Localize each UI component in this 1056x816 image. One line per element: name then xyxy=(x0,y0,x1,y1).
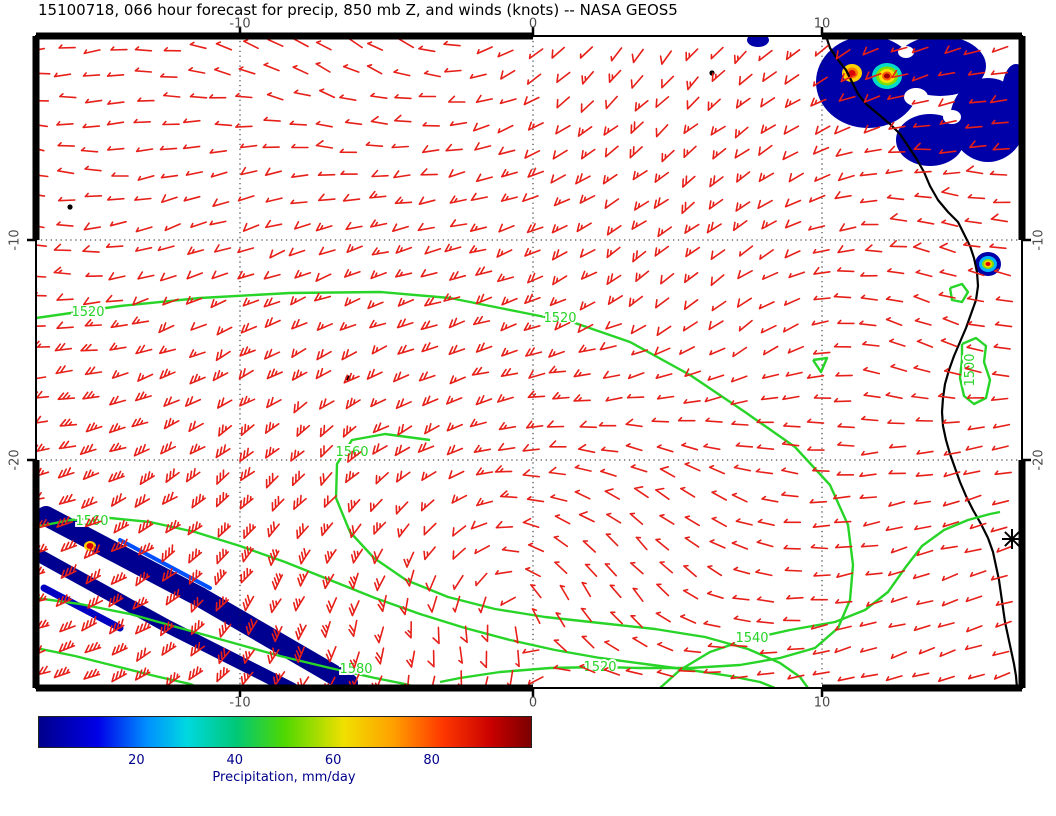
precip-band xyxy=(40,584,124,632)
coastline-path xyxy=(824,36,1019,688)
precipitation-colorbar xyxy=(38,716,532,748)
asterisk-marker xyxy=(1004,531,1020,547)
height-contour-1500 xyxy=(958,336,992,406)
precip-cell xyxy=(985,262,991,266)
precip-cell xyxy=(848,70,856,76)
axis-tick-label: -10 xyxy=(7,229,23,251)
contour-label: 1580 xyxy=(339,662,372,677)
precip-band xyxy=(36,506,210,607)
height-contour-1580 xyxy=(36,596,421,688)
coast-layer xyxy=(67,36,1019,688)
height-contour-1560 xyxy=(334,432,809,688)
precip-cell xyxy=(86,543,94,549)
precip-band xyxy=(158,618,299,688)
colorbar-tick-label: 40 xyxy=(226,753,244,768)
axis-tick-label: -10 xyxy=(229,695,251,711)
frame-layer xyxy=(27,27,1031,697)
precip-cell xyxy=(1002,64,1022,120)
height-contour-1500 xyxy=(948,282,970,304)
colorbar-caption: Precipitation, mm/day xyxy=(212,770,356,785)
precip-cell xyxy=(816,36,920,128)
precip-cell xyxy=(884,73,890,79)
height-contour-1540 xyxy=(659,510,1001,688)
precip-cell xyxy=(747,36,769,47)
axis-tick-label: 0 xyxy=(528,695,538,711)
axis-tick-label: -20 xyxy=(1031,449,1047,471)
contour-label: 1540 xyxy=(735,631,768,646)
axis-tick-label: 10 xyxy=(813,16,831,32)
precip-band xyxy=(36,549,172,632)
axis-tick-label: -20 xyxy=(7,449,23,471)
island-dot xyxy=(67,204,73,210)
graticule-layer xyxy=(36,36,1022,688)
colorbar-tick-label: 20 xyxy=(128,753,145,768)
page-title: 15100718, 066 hour forecast for precip, … xyxy=(38,1,678,19)
colorbar-tick-label: 60 xyxy=(324,753,342,768)
axis-tick-label: -10 xyxy=(1031,229,1047,251)
height-contour-1520 xyxy=(36,290,855,684)
height-contour-1560 xyxy=(812,356,829,374)
axis-tick-label: 10 xyxy=(813,695,831,711)
colorbar-tick-label: 80 xyxy=(423,753,440,768)
axis-tick-label: -10 xyxy=(229,16,251,32)
axis-tick-label: 0 xyxy=(528,16,538,32)
contour-label: 1520 xyxy=(71,305,104,320)
height-contour-1580 xyxy=(36,646,201,688)
